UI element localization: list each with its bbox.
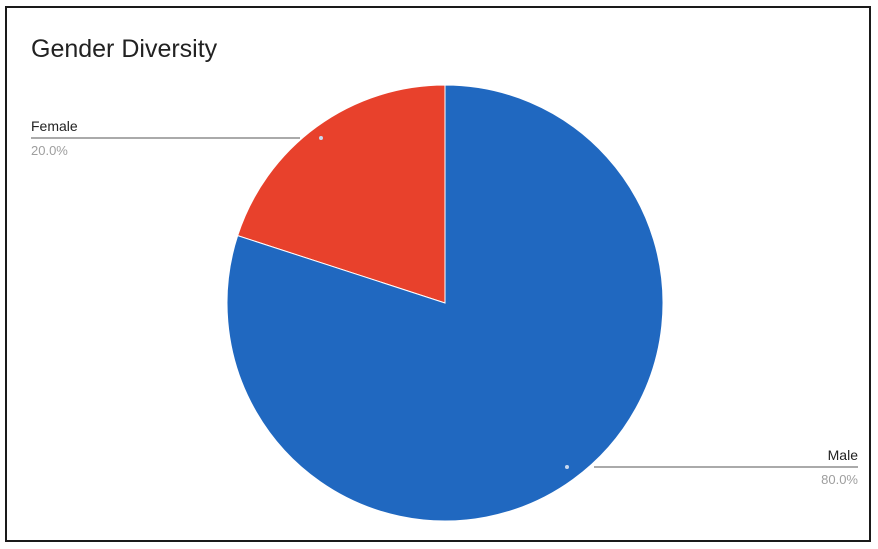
slice-percent-female: 20.0% [31, 143, 68, 158]
chart-title: Gender Diversity [31, 35, 218, 63]
pie-slice-female [237, 84, 446, 304]
callout-dot-male [565, 465, 569, 469]
slice-percent-male: 80.0% [821, 472, 858, 487]
slice-label-male: Male [828, 447, 859, 463]
callout-dot-female [319, 136, 323, 140]
slice-label-female: Female [31, 118, 78, 134]
pie-slice-male [226, 84, 664, 522]
